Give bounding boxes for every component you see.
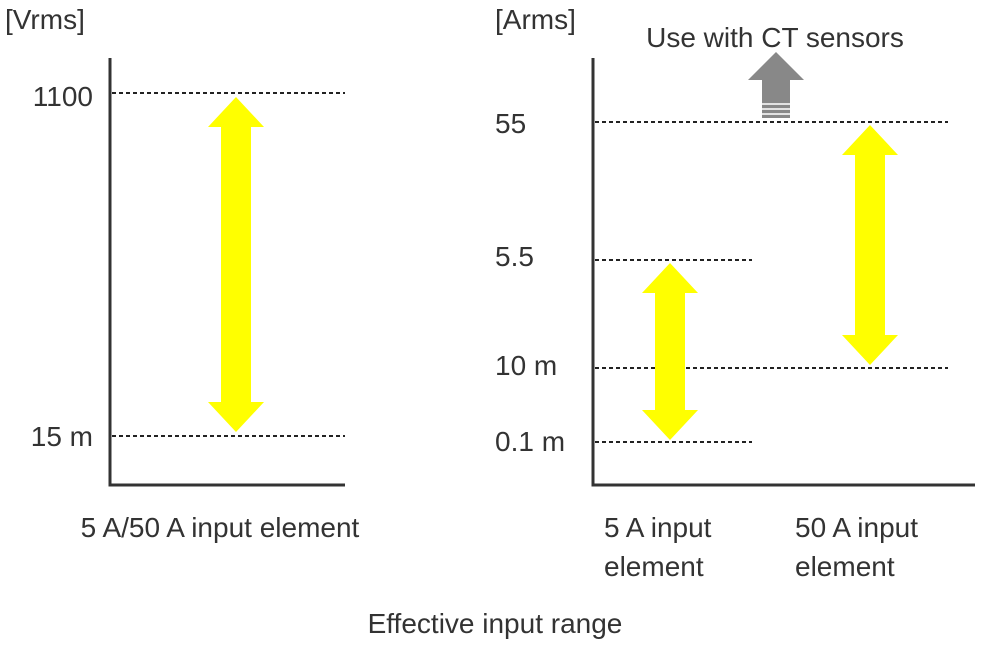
caption: 5 A/50 A input element bbox=[81, 512, 360, 543]
note: Use with CT sensors bbox=[646, 22, 904, 53]
caption: 50 A input bbox=[795, 512, 918, 543]
caption: 5 A input bbox=[604, 512, 712, 543]
caption: element bbox=[604, 551, 704, 582]
range-arrow bbox=[642, 263, 698, 440]
footer: Effective input range bbox=[368, 608, 623, 639]
level-label: 15 m bbox=[31, 421, 93, 452]
level-label: 0.1 m bbox=[495, 426, 565, 457]
level-label: 10 m bbox=[495, 350, 557, 381]
level-label: 55 bbox=[495, 108, 526, 139]
unit-label: [Arms] bbox=[495, 4, 576, 35]
level-label: 1100 bbox=[33, 81, 93, 112]
unit-label: [Vrms] bbox=[5, 4, 85, 35]
range-arrow bbox=[842, 125, 898, 365]
axis bbox=[108, 58, 345, 487]
level-label: 5.5 bbox=[495, 241, 534, 272]
range-arrow bbox=[208, 97, 264, 432]
ct-arrow bbox=[748, 52, 804, 118]
axis bbox=[591, 58, 975, 487]
caption: element bbox=[795, 551, 895, 582]
